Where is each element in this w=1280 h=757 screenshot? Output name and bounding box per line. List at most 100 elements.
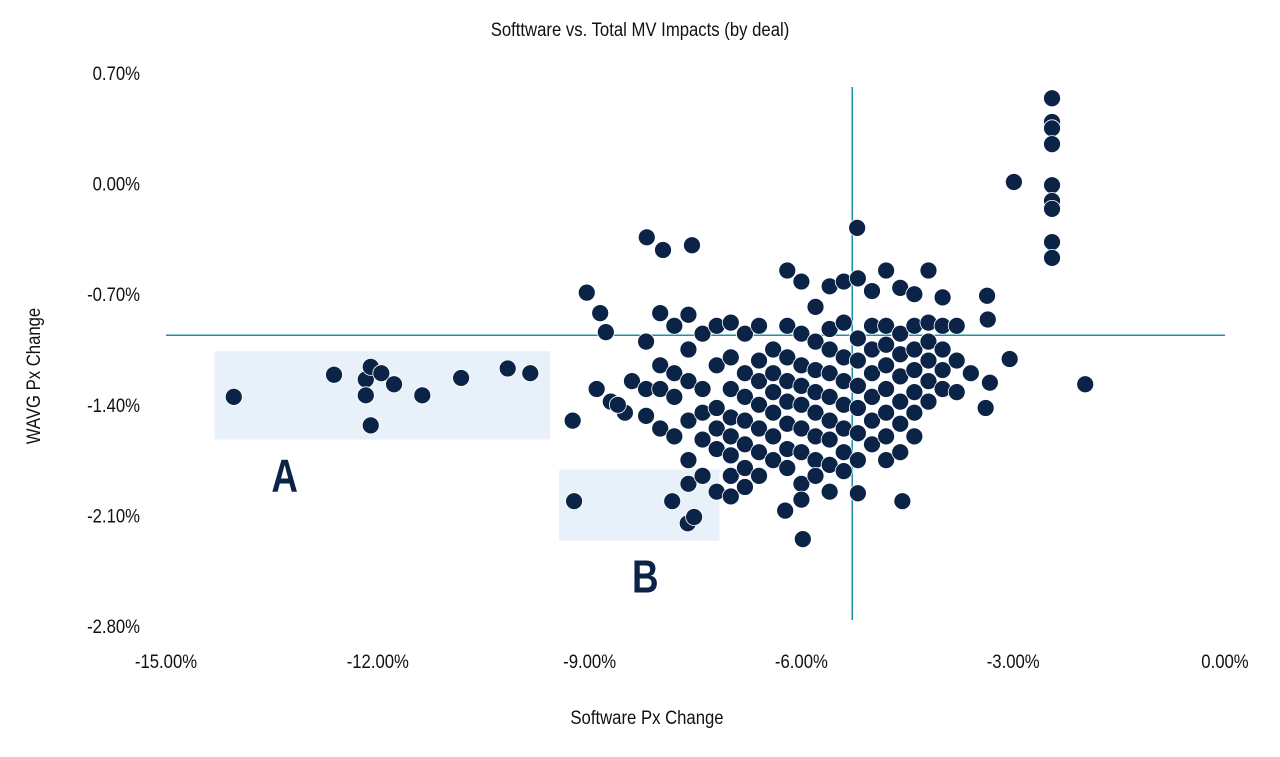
data-point <box>679 305 698 324</box>
data-point <box>577 283 596 302</box>
data-point <box>651 356 670 375</box>
data-point <box>848 376 867 395</box>
data-point <box>665 364 684 383</box>
data-point <box>1000 350 1019 368</box>
data-point <box>665 387 684 406</box>
data-point <box>933 361 952 379</box>
data-point <box>891 324 910 343</box>
data-point <box>877 380 896 398</box>
y-tick-label: 0.70% <box>93 63 140 84</box>
data-point <box>919 392 938 411</box>
data-point <box>905 285 924 304</box>
data-point <box>848 399 867 417</box>
y-tick-label: -0.70% <box>87 284 140 305</box>
data-point <box>792 443 811 462</box>
data-point <box>356 386 375 405</box>
x-axis-label: Software Px Change <box>570 707 723 728</box>
data-point <box>1005 173 1023 191</box>
data-point <box>679 411 698 430</box>
tick-labels: -15.00% -12.00% -9.00% -6.00% -3.00% 0.00% 0.7… <box>87 63 1249 672</box>
data-point <box>820 364 839 383</box>
data-point <box>736 478 754 496</box>
x-tick-label: -3.00% <box>987 651 1040 672</box>
data-point <box>905 427 924 446</box>
data-point <box>372 364 391 383</box>
data-point <box>721 446 740 465</box>
data-point <box>806 466 825 485</box>
data-point <box>750 372 768 391</box>
data-point <box>679 451 698 470</box>
data-point <box>750 443 768 462</box>
data-point <box>778 348 797 367</box>
data-point <box>877 356 896 375</box>
data-point <box>978 310 997 329</box>
data-point <box>721 466 740 485</box>
data-point <box>933 340 952 359</box>
data-point <box>806 332 825 351</box>
data-point <box>361 416 380 435</box>
data-point <box>665 316 684 335</box>
data-point <box>891 443 910 462</box>
data-point <box>834 443 853 462</box>
data-point <box>750 351 768 370</box>
x-tick-label: -6.00% <box>775 651 828 672</box>
data-point <box>764 364 783 383</box>
data-point <box>905 403 924 422</box>
data-point <box>608 395 627 414</box>
data-point <box>919 261 938 280</box>
data-point <box>848 269 867 288</box>
data-point <box>637 228 656 247</box>
data-point <box>663 492 682 511</box>
data-point <box>651 304 670 323</box>
data-point <box>693 380 712 398</box>
data-point <box>587 380 606 398</box>
data-point <box>891 414 910 433</box>
data-point <box>905 361 924 379</box>
data-point <box>750 395 768 414</box>
data-point <box>891 392 910 411</box>
data-point <box>834 462 853 481</box>
data-point <box>877 316 896 335</box>
data-point <box>877 335 896 354</box>
data-point <box>750 316 768 335</box>
data-point <box>736 324 754 343</box>
data-point <box>1076 375 1095 394</box>
data-point <box>1043 135 1061 154</box>
data-point <box>1043 119 1061 138</box>
data-point <box>778 261 797 280</box>
data-point <box>736 435 754 454</box>
y-tick-label: -2.80% <box>87 616 140 637</box>
data-point <box>778 316 797 335</box>
x-tick-label: -15.00% <box>135 651 197 672</box>
data-point <box>764 340 783 359</box>
data-point <box>976 399 995 417</box>
data-point <box>848 351 867 370</box>
data-point <box>919 332 938 351</box>
data-point <box>834 313 853 332</box>
data-point <box>413 386 432 405</box>
data-point <box>820 430 839 449</box>
data-point <box>736 364 754 383</box>
data-point <box>877 261 896 280</box>
data-point <box>521 364 540 383</box>
data-point <box>820 340 839 359</box>
data-point <box>848 484 867 503</box>
data-point <box>1043 89 1061 108</box>
data-point <box>750 466 768 485</box>
data-point <box>848 329 867 348</box>
data-point <box>806 297 825 316</box>
data-point <box>792 490 811 509</box>
data-point <box>820 482 839 501</box>
data-point <box>637 332 655 351</box>
data-point <box>679 474 698 493</box>
data-point <box>683 236 701 255</box>
data-point <box>820 387 839 406</box>
data-point <box>877 427 896 446</box>
data-point <box>981 373 999 392</box>
data-point <box>1043 176 1061 195</box>
data-point <box>498 359 517 378</box>
data-point <box>848 218 867 237</box>
data-point <box>863 435 881 454</box>
data-point <box>679 372 698 391</box>
